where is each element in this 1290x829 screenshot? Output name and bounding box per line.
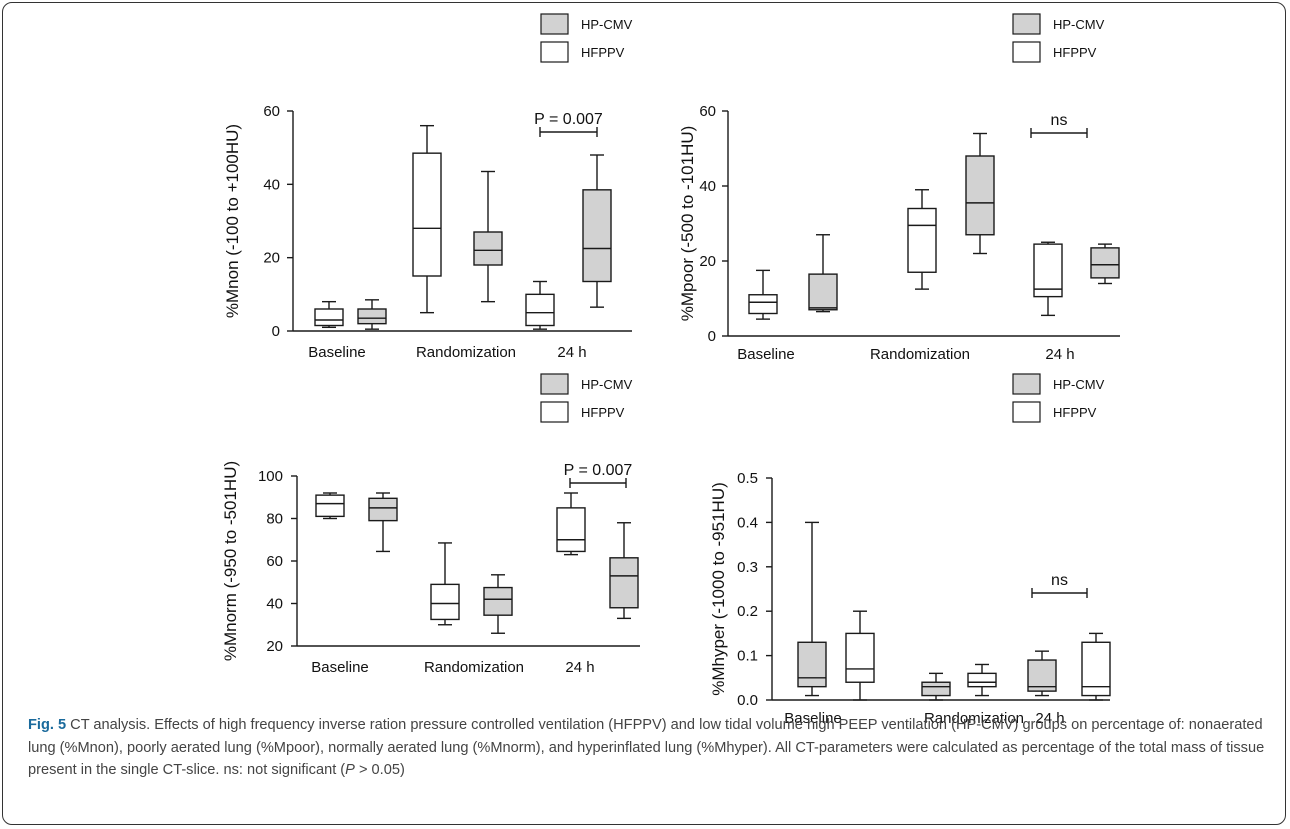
panel4-hpcmv-box [797, 641, 827, 688]
panel3-hpcmv-box [368, 497, 398, 522]
panel4-hfppv-box [967, 672, 997, 688]
panel4-y-tick-label: 0.4 [737, 514, 758, 531]
caption-p-symbol: P [345, 762, 355, 778]
panel4-hpcmv-box [921, 681, 951, 697]
panel4-legend-label: HFPPV [1053, 405, 1097, 420]
panel1-legend-swatch-hpcmv [540, 13, 569, 35]
panel1-hpcmv-box [582, 189, 612, 283]
panel3-category-label: Randomization [424, 659, 524, 676]
panel4-category-label: Baseline [784, 710, 842, 727]
panel4-y-tick-label: 0.3 [737, 559, 758, 576]
panel2-hfppv-box [748, 294, 778, 315]
panel2-category-label: Randomization [870, 346, 970, 363]
caption-text: CT analysis. Effects of high frequency i… [28, 717, 1265, 778]
panel3-y-tick-label: 40 [266, 596, 283, 613]
panel1-y-tick-label: 0 [272, 323, 280, 340]
panel1-y-tick-label: 40 [263, 176, 280, 193]
panel2-y-axis-label: %Mpoor (-500 to -101HU) [678, 126, 697, 322]
panel3-hfppv-box [315, 494, 345, 518]
panel4-y-tick-label: 0.1 [737, 648, 758, 665]
panel4-legend-swatch-hfppv [1012, 401, 1041, 423]
panel4-hfppv-box [845, 632, 875, 683]
panel3-hfppv-box [430, 583, 460, 621]
panel3-legend-swatch-hfppv [540, 401, 569, 423]
panel1-annotation-label: P = 0.007 [534, 111, 603, 128]
panel4-y-tick-label: 0.2 [737, 603, 758, 620]
panel3-y-tick-label: 20 [266, 638, 283, 655]
panel4-y-tick-label: 0.5 [737, 470, 758, 487]
panel2-hfppv-box [907, 207, 937, 273]
panel3-legend-label: HFPPV [581, 405, 625, 420]
panel4-hfppv-box [1081, 641, 1111, 697]
panel4-category-label: 24 h [1035, 710, 1064, 727]
panel2-hpcmv-box [808, 273, 838, 311]
panel1-y-tick-label: 20 [263, 250, 280, 267]
panel2-y-tick-label: 60 [699, 103, 716, 120]
panel2-y-tick-label: 20 [699, 253, 716, 270]
panel2-legend-swatch-hfppv [1012, 41, 1041, 63]
panel2-annotation-label: ns [1051, 112, 1068, 129]
panel4-legend-swatch-hpcmv [1012, 373, 1041, 395]
panel2-category-label: 24 h [1045, 346, 1074, 363]
caption-text-end: > 0.05) [354, 762, 405, 778]
panel1-hpcmv-box [473, 231, 503, 266]
panel2-hpcmv-box [1090, 247, 1120, 279]
panel1-y-axis-label: %Mnon (-100 to +100HU) [223, 124, 242, 318]
panel2-legend-label: HFPPV [1053, 45, 1097, 60]
panel1-hfppv-box [525, 293, 555, 327]
panel1-hfppv-box [314, 308, 344, 327]
panel3-category-label: Baseline [311, 659, 369, 676]
caption-label: Fig. 5 [28, 717, 67, 733]
panel2-category-label: Baseline [737, 346, 795, 363]
panel1-legend-swatch-hfppv [540, 41, 569, 63]
panel2-y-tick-label: 0 [708, 328, 716, 345]
panel1-hpcmv-box [357, 308, 387, 325]
panel2-y-tick-label: 40 [699, 178, 716, 195]
figure-caption: Fig. 5 CT analysis. Effects of high freq… [28, 714, 1268, 782]
panel4-annotation-label: ns [1051, 572, 1068, 589]
panel1-category-label: Randomization [416, 344, 516, 361]
panel3-y-axis-label: %Mnorm (-950 to -501HU) [221, 461, 240, 661]
panel2-hfppv-box [1033, 243, 1063, 298]
panel1-category-label: Baseline [308, 344, 366, 361]
panel3-legend-label: HP-CMV [581, 377, 633, 392]
panel4-y-tick-label: 0.0 [737, 692, 758, 709]
panel4-y-axis-label: %Mhyper (-1000 to -951HU) [709, 482, 728, 696]
panel3-category-label: 24 h [565, 659, 594, 676]
panel3-y-tick-label: 80 [266, 511, 283, 528]
panel3-hpcmv-box [609, 557, 639, 609]
panel3-hfppv-box [556, 507, 586, 553]
panel3-y-tick-label: 100 [258, 468, 283, 485]
panel1-y-tick-label: 60 [263, 103, 280, 120]
panel3-hpcmv-box [483, 586, 513, 616]
panel4-category-label: Randomization [924, 710, 1024, 727]
panel2-legend-swatch-hpcmv [1012, 13, 1041, 35]
panel1-legend-label: HP-CMV [581, 17, 633, 32]
panel1-legend-label: HFPPV [581, 45, 625, 60]
panel3-annotation-label: P = 0.007 [564, 462, 633, 479]
panel2-hpcmv-box [965, 155, 995, 236]
panel2-legend-label: HP-CMV [1053, 17, 1105, 32]
panel1-category-label: 24 h [557, 344, 586, 361]
panel3-legend-swatch-hpcmv [540, 373, 569, 395]
panel1-hfppv-box [412, 152, 442, 277]
panel4-hpcmv-box [1027, 659, 1057, 692]
panel3-y-tick-label: 60 [266, 553, 283, 570]
panel4-legend-label: HP-CMV [1053, 377, 1105, 392]
